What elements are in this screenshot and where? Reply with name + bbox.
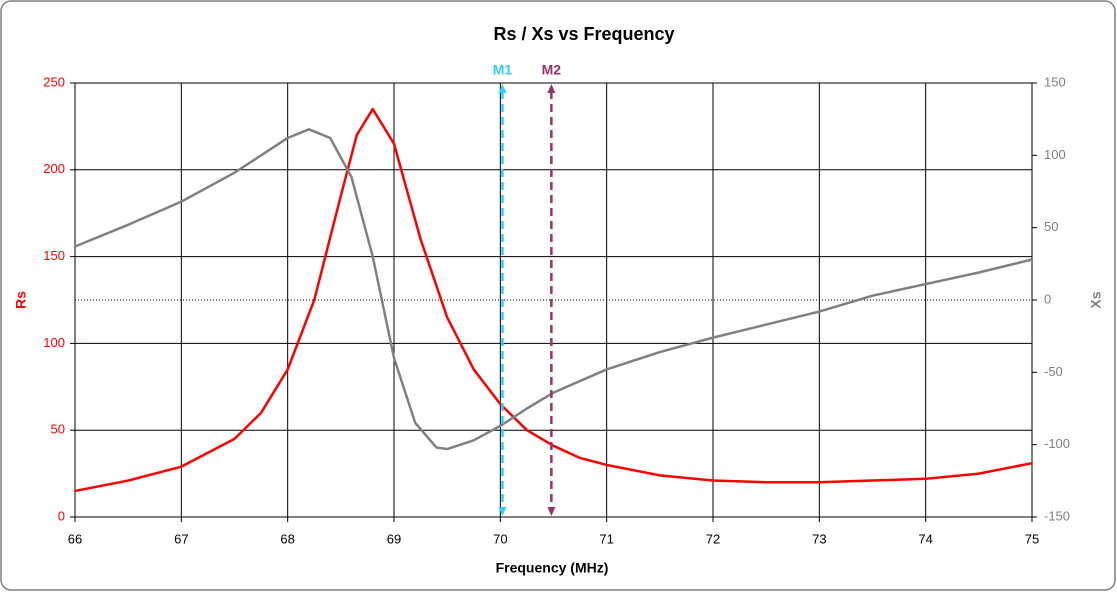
x-tick-label: 71 — [599, 531, 613, 546]
y2-tick-label: 100 — [1044, 147, 1066, 162]
x-tick-label: 70 — [493, 531, 507, 546]
x-axis-title: Frequency (MHz) — [496, 560, 609, 576]
y2-axis-title: Xs — [1088, 291, 1104, 308]
y-tick-label: 100 — [43, 335, 65, 350]
y-tick-label: 150 — [43, 248, 65, 263]
marker-arrow — [498, 84, 507, 93]
plot-border — [74, 82, 1033, 518]
series-line — [74, 128, 1033, 451]
x-tick-label: 72 — [706, 531, 720, 546]
y2-tick-label: -50 — [1044, 364, 1063, 379]
y-tick-label: 50 — [51, 422, 65, 437]
x-tick-label: 73 — [812, 531, 826, 546]
x-tick-label: 69 — [387, 531, 401, 546]
marker-label: M1 — [493, 62, 513, 78]
y2-tick-label: -150 — [1044, 508, 1070, 523]
marker-label: M2 — [542, 62, 562, 78]
x-tick-label: 74 — [918, 531, 932, 546]
marker-arrow — [547, 84, 556, 93]
series-line — [74, 107, 1033, 493]
chart-title: Rs / Xs vs Frequency — [493, 24, 674, 44]
y-tick-label: 200 — [43, 161, 65, 176]
marker-arrow — [498, 507, 507, 516]
y-tick-label: 250 — [43, 74, 65, 89]
x-tick-label: 67 — [174, 531, 188, 546]
y-axis-title: Rs — [13, 291, 29, 309]
y-tick-label: 0 — [58, 508, 65, 523]
y2-tick-label: 150 — [1044, 74, 1066, 89]
x-tick-label: 75 — [1025, 531, 1039, 546]
y2-tick-label: 0 — [1044, 291, 1051, 306]
x-tick-label: 66 — [68, 531, 82, 546]
y2-tick-label: -100 — [1044, 436, 1070, 451]
y2-tick-label: 50 — [1044, 219, 1058, 234]
marker-arrow — [547, 507, 556, 516]
x-tick-label: 68 — [280, 531, 294, 546]
